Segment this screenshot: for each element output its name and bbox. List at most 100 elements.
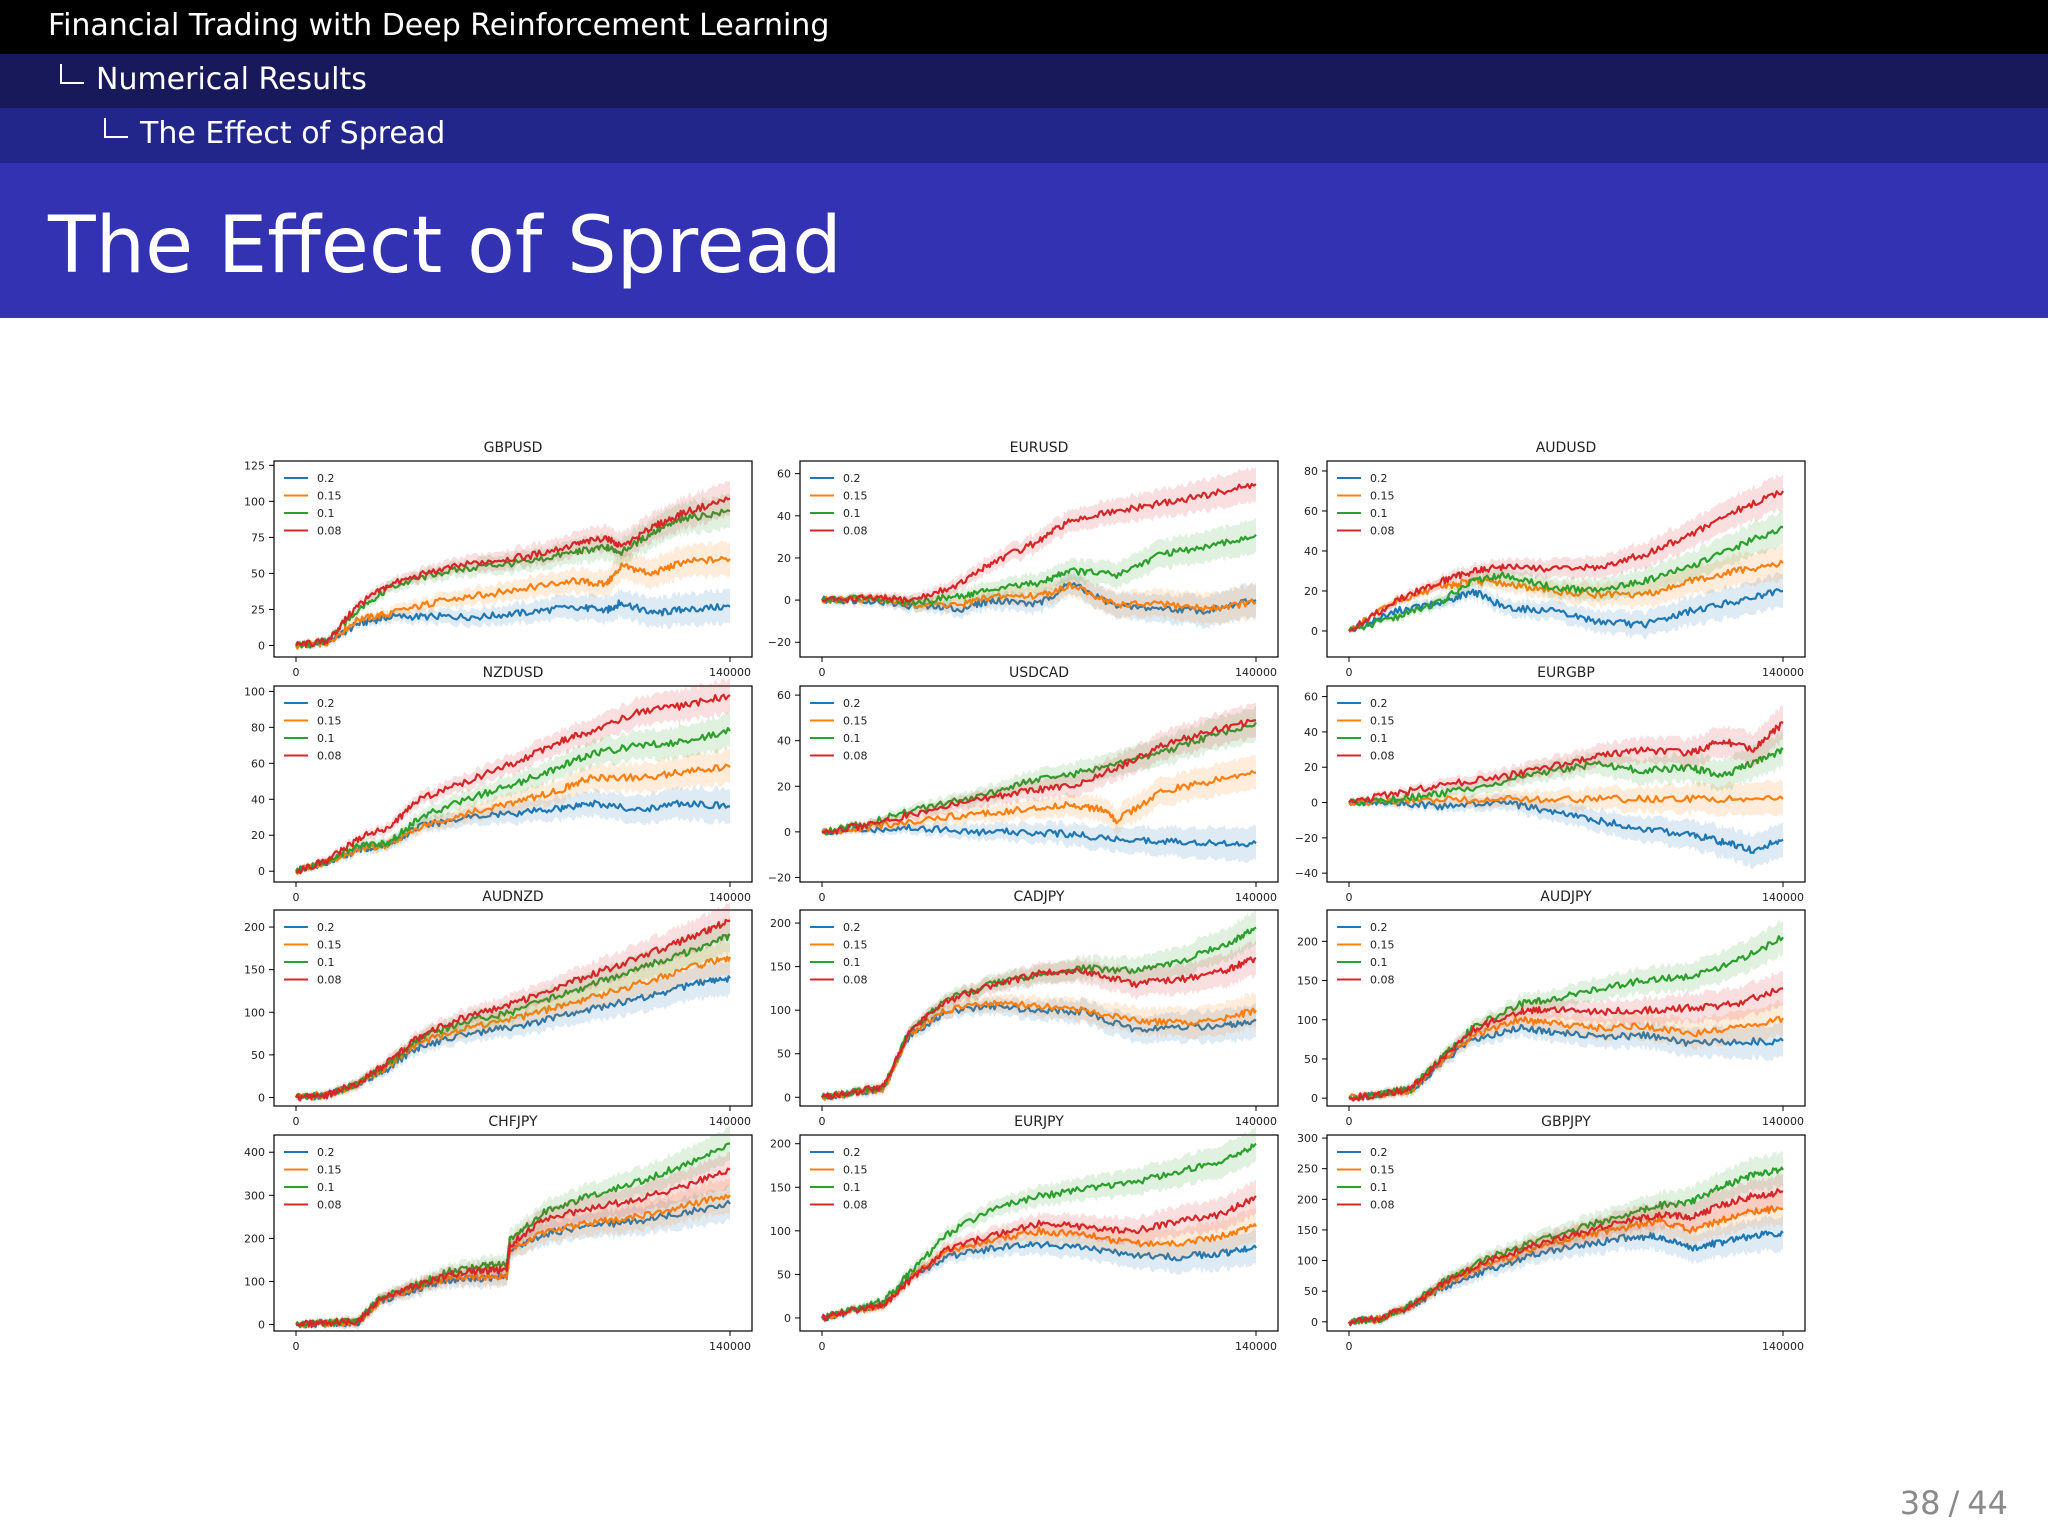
- legend-label-0.1: 0.1: [843, 1181, 861, 1194]
- confidence-band-0.15: [296, 939, 730, 1103]
- confidence-band-0.1: [1349, 509, 1783, 634]
- chart-audnzd: AUDNZD 0 50 100 150 200 0 140000 0.2 0.15 0.1 0.08: [244, 889, 753, 1128]
- y-tick-label: 0: [784, 1091, 791, 1104]
- legend-label-0.08: 0.08: [843, 1199, 868, 1212]
- legend-label-0.1: 0.1: [843, 507, 861, 520]
- y-tick-label: 60: [1304, 691, 1318, 704]
- confidence-band-0.2: [296, 959, 730, 1103]
- legend-label-0.08: 0.08: [317, 750, 342, 763]
- legend-label-0.2: 0.2: [1370, 921, 1388, 934]
- chart-title: USDCAD: [1009, 665, 1069, 681]
- y-tick-label: 200: [1297, 935, 1318, 948]
- y-tick-label: 0: [258, 865, 265, 878]
- chart-eurgbp: EURGBP −40 −20 0 20 40 60 0 140000 0.2 0.15 0.1 0.08: [1295, 665, 1806, 904]
- y-tick-label: −40: [1295, 867, 1318, 880]
- chart-title: EURUSD: [1010, 440, 1069, 456]
- chart-title: AUDJPY: [1540, 889, 1592, 905]
- y-tick-label: 20: [251, 829, 265, 842]
- legend-label-0.15: 0.15: [317, 939, 342, 952]
- y-tick-label: 125: [244, 459, 265, 472]
- legend-label-0.1: 0.1: [843, 732, 861, 745]
- legend-label-0.15: 0.15: [1370, 490, 1395, 503]
- y-tick-label: 0: [1311, 1316, 1318, 1329]
- legend-label-0.2: 0.2: [843, 697, 861, 710]
- series-line-0.1: [821, 534, 1257, 606]
- x-tick-label: 140000: [709, 1340, 751, 1353]
- series-line-0.1: [822, 1142, 1257, 1321]
- confidence-band-0.08: [1349, 1172, 1783, 1328]
- series-line-0.1: [1347, 1166, 1784, 1327]
- series-line-0.2: [295, 599, 731, 649]
- y-tick-label: 200: [244, 921, 265, 934]
- y-tick-label: 150: [1297, 1224, 1318, 1237]
- legend-label-0.08: 0.08: [1370, 974, 1395, 987]
- legend-label-0.2: 0.2: [1370, 472, 1388, 485]
- y-tick-label: 100: [244, 1275, 265, 1288]
- chart-audjpy: AUDJPY 0 50 100 150 200 0 140000 0.2 0.15 0.1 0.08: [1297, 889, 1806, 1128]
- x-tick-label: 0: [293, 666, 300, 679]
- legend-label-0.1: 0.1: [843, 956, 861, 969]
- y-tick-label: 0: [1311, 797, 1318, 810]
- x-tick-label: 0: [293, 1115, 300, 1128]
- plot-frame: [799, 685, 1279, 883]
- legend-label-0.08: 0.08: [1370, 1199, 1395, 1212]
- legend-label-0.15: 0.15: [843, 715, 868, 728]
- section-title: Numerical Results: [96, 62, 367, 97]
- legend: 0.2 0.15 0.1 0.08: [284, 1146, 342, 1212]
- legend: 0.2 0.15 0.1 0.08: [284, 472, 342, 538]
- slide-title: The Effect of Spread: [48, 201, 842, 291]
- slide-title-bar: The Effect of Spread: [0, 163, 2048, 318]
- presentation-title: Financial Trading with Deep Reinforcemen…: [48, 8, 830, 43]
- y-tick-label: 250: [1297, 1163, 1318, 1176]
- confidence-band-0.1: [296, 493, 730, 650]
- y-tick-label: 50: [1304, 1053, 1318, 1066]
- series-line-0.1: [295, 727, 731, 873]
- legend-label-0.08: 0.08: [843, 750, 868, 763]
- y-tick-label: 75: [251, 531, 265, 544]
- y-tick-label: 300: [244, 1189, 265, 1202]
- page-number: 38/44: [1896, 1484, 2012, 1522]
- y-tick-label: −20: [768, 871, 791, 884]
- chart-title: EURJPY: [1014, 1114, 1064, 1130]
- legend: 0.2 0.15 0.1 0.08: [284, 697, 342, 763]
- x-tick-label: 0: [293, 891, 300, 904]
- x-tick-label: 140000: [709, 1115, 751, 1128]
- legend-label-0.1: 0.1: [1370, 956, 1388, 969]
- legend-label-0.08: 0.08: [317, 525, 342, 538]
- x-tick-label: 140000: [1235, 1115, 1277, 1128]
- confidence-band-0.08: [822, 703, 1256, 836]
- x-tick-label: 0: [1346, 666, 1353, 679]
- legend-label-0.08: 0.08: [317, 1199, 342, 1212]
- y-tick-label: 50: [251, 1049, 265, 1062]
- legend-label-0.2: 0.2: [843, 472, 861, 485]
- series-line-0.08: [1348, 490, 1784, 632]
- legend-label-0.1: 0.1: [317, 956, 335, 969]
- legend-label-0.1: 0.1: [317, 507, 335, 520]
- chart-title: GBPUSD: [484, 440, 543, 456]
- chart-title: GBPJPY: [1541, 1114, 1591, 1130]
- legend-label-0.15: 0.15: [317, 490, 342, 503]
- series-line-0.1: [1348, 525, 1784, 632]
- legend: 0.2 0.15 0.1 0.08: [1337, 697, 1395, 763]
- confidence-band-0.1: [822, 910, 1256, 1102]
- legend-label-0.2: 0.2: [1370, 1146, 1388, 1159]
- confidence-band-0.08: [296, 677, 730, 876]
- y-tick-label: 0: [258, 639, 265, 652]
- chart-cadjpy: CADJPY 0 50 100 150 200 0 140000 0.2 0.15 0.1 0.08: [770, 889, 1279, 1128]
- legend: 0.2 0.15 0.1 0.08: [284, 921, 342, 987]
- series-line-0.15: [295, 555, 731, 650]
- legend-label-0.2: 0.2: [317, 921, 335, 934]
- y-tick-label: 200: [770, 1138, 791, 1151]
- chart-usdcad: USDCAD −20 0 20 40 60 0 140000 0.2 0.15 0.1 0.08: [768, 665, 1279, 904]
- series-line-0.08: [821, 956, 1257, 1100]
- series-line-0.08: [295, 1167, 731, 1329]
- legend-label-0.15: 0.15: [843, 1164, 868, 1177]
- x-tick-label: 0: [1346, 1115, 1353, 1128]
- plot-frame: [273, 1134, 753, 1332]
- legend-label-0.2: 0.2: [317, 697, 335, 710]
- series-line-0.15: [821, 769, 1257, 835]
- y-tick-label: 100: [770, 1225, 791, 1238]
- chart-title: CADJPY: [1014, 889, 1065, 905]
- confidence-band-0.1: [1349, 919, 1783, 1103]
